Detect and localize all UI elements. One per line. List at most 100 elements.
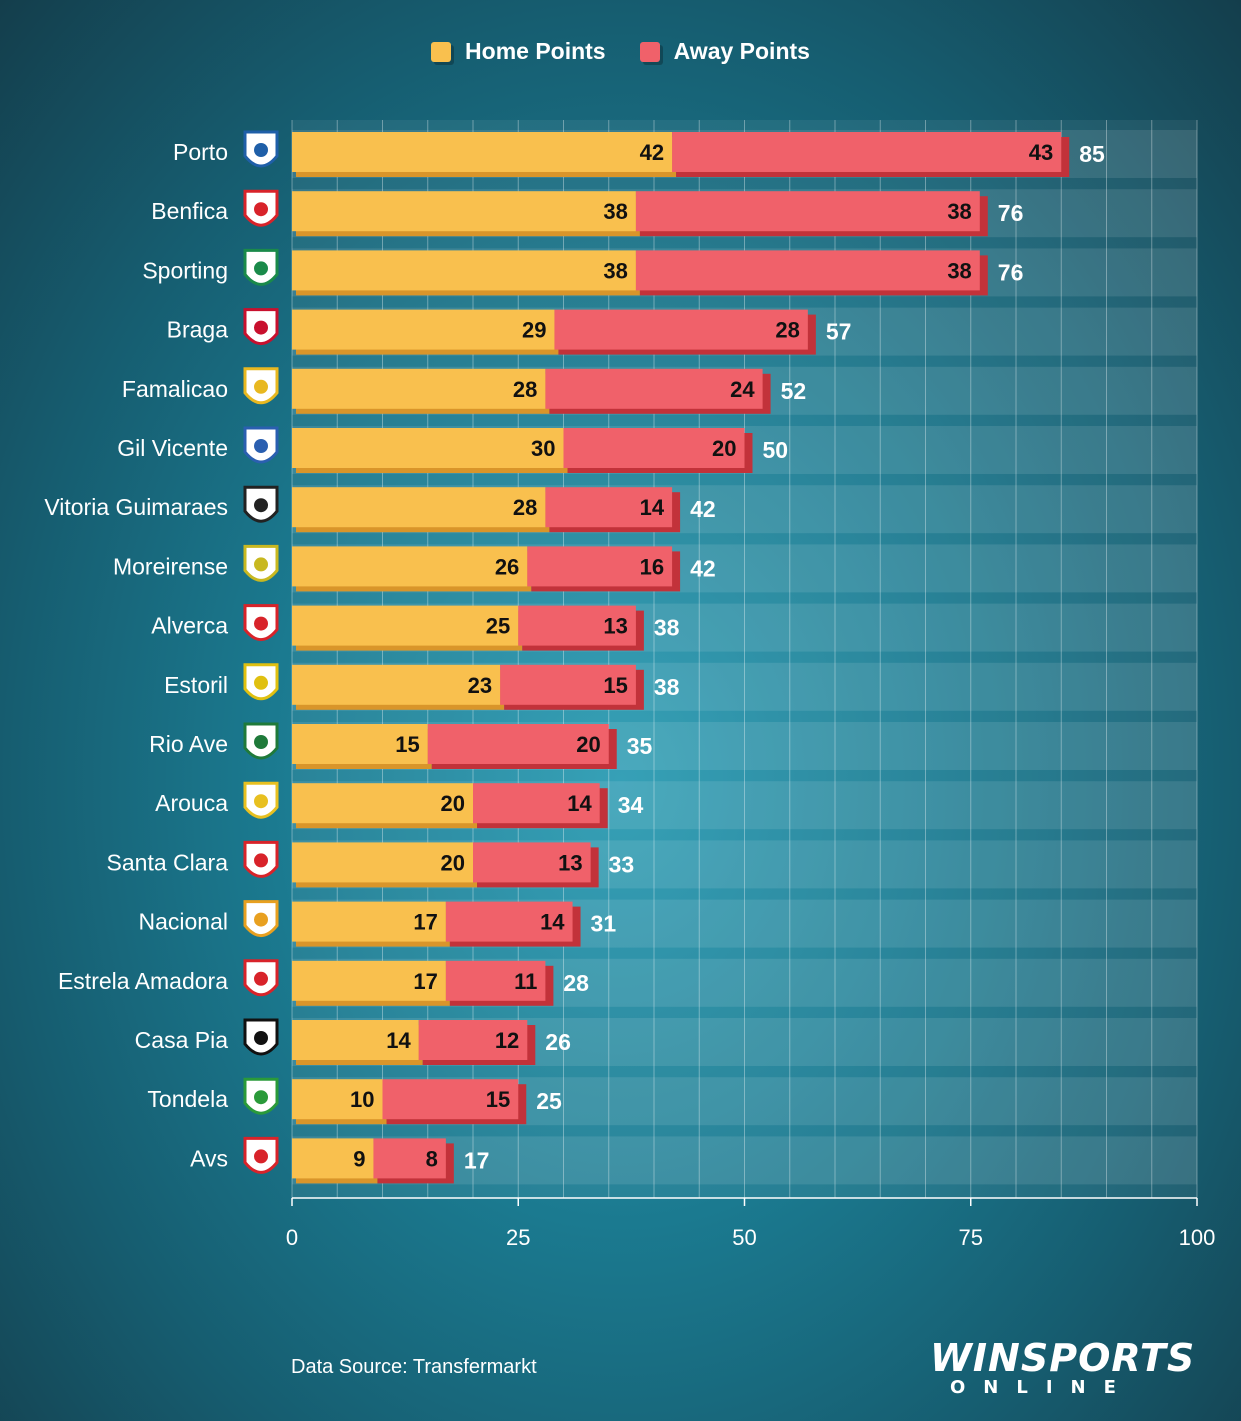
away-bar: [418, 1020, 528, 1060]
away-value-label: 14: [567, 791, 592, 816]
home-value-label: 9: [353, 1146, 365, 1171]
total-value-label: 17: [464, 1147, 490, 1173]
category-label: Tondela: [147, 1086, 228, 1112]
away-bar: [427, 724, 609, 764]
away-value-label: 15: [603, 673, 627, 698]
total-value-label: 42: [690, 555, 716, 581]
total-value-label: 52: [781, 378, 807, 404]
away-bar: [545, 368, 763, 409]
home-bar: [292, 901, 446, 942]
home-value-label: 20: [441, 791, 465, 816]
crest-emblem: [254, 794, 268, 809]
home-bar: [292, 1079, 383, 1120]
total-value-label: 85: [1079, 141, 1105, 167]
home-bar: [292, 664, 501, 705]
home-value-label: 42: [640, 140, 664, 165]
category-label: Nacional: [139, 909, 229, 935]
away-value-label: 38: [947, 258, 971, 283]
category-label: Sporting: [142, 257, 228, 283]
moreirense-crest-icon: [243, 544, 279, 582]
away-bar: [473, 783, 600, 824]
crest-emblem: [254, 912, 268, 927]
home-value-label: 23: [468, 673, 492, 698]
famalicao-crest-icon: [243, 367, 279, 405]
braga-crest-icon: [243, 308, 279, 346]
nacional-crest-icon: [243, 900, 279, 938]
x-tick-label: 100: [1179, 1225, 1216, 1250]
legend-item-home[interactable]: Home Points: [431, 38, 606, 65]
away-value-label: 24: [730, 377, 755, 402]
brand-logo-bottom: ONLINE: [950, 1377, 1134, 1398]
total-value-label: 57: [826, 319, 852, 345]
away-value-label: 14: [640, 495, 665, 520]
away-value-label: 20: [712, 436, 736, 461]
total-value-label: 76: [998, 259, 1024, 285]
category-label: Vitoria Guimaraes: [44, 494, 228, 520]
home-bar: [292, 250, 636, 291]
home-bar: [292, 368, 546, 409]
total-value-label: 76: [998, 200, 1024, 226]
category-label: Casa Pia: [135, 1027, 229, 1053]
away-value-label: 8: [426, 1146, 438, 1171]
away-bar: [518, 605, 636, 646]
away-bar: [635, 191, 980, 232]
data-source-text: Data Source: Transfermarkt: [291, 1356, 537, 1378]
casa-pia-crest-icon: [243, 1018, 279, 1056]
crest-emblem: [254, 735, 268, 749]
away-bar: [500, 664, 636, 705]
total-value-label: 42: [690, 496, 716, 522]
total-value-label: 34: [618, 792, 644, 818]
category-label: Benfica: [151, 198, 228, 224]
crest-emblem: [254, 498, 268, 513]
home-bar: [292, 487, 546, 528]
crest-emblem: [254, 557, 268, 572]
home-value-label: 25: [486, 614, 510, 639]
category-label: Rio Ave: [149, 731, 228, 757]
home-value-label: 30: [531, 436, 555, 461]
category-label: Estrela Amadora: [58, 968, 228, 994]
away-bar: [563, 428, 745, 468]
away-bar: [382, 1079, 519, 1120]
home-bar: [292, 960, 446, 1001]
home-value-label: 10: [350, 1087, 374, 1112]
home-value-label: 15: [395, 732, 419, 757]
total-value-label: 25: [536, 1088, 562, 1114]
home-value-label: 17: [413, 910, 437, 935]
home-bar: [292, 1020, 419, 1060]
legend-item-away[interactable]: Away Points: [639, 38, 810, 65]
away-bar: [635, 250, 980, 291]
home-value-label: 29: [522, 318, 546, 343]
category-label: Gil Vicente: [117, 435, 228, 461]
legend-label-away: Away Points: [673, 38, 810, 64]
home-bar: [292, 724, 428, 764]
home-bar: [292, 428, 564, 468]
away-value-label: 43: [1029, 140, 1053, 165]
home-bar: [292, 605, 519, 646]
rio-ave-crest-icon: [243, 722, 279, 760]
total-value-label: 28: [563, 970, 589, 996]
crest-emblem: [254, 616, 268, 631]
home-value-label: 20: [441, 850, 465, 875]
away-value-label: 28: [775, 318, 799, 343]
total-value-label: 38: [654, 674, 680, 700]
crest-emblem: [254, 202, 268, 217]
home-value-label: 26: [495, 554, 519, 579]
crest-emblem: [254, 971, 268, 986]
x-tick-label: 75: [959, 1225, 983, 1250]
category-label: Alverca: [151, 613, 228, 639]
away-value-label: 15: [486, 1087, 510, 1112]
legend: Home Points Away Points: [0, 38, 1241, 65]
category-label: Famalicao: [122, 376, 228, 402]
home-value-label: 28: [513, 377, 537, 402]
benfica-crest-icon: [243, 189, 279, 227]
category-label: Porto: [173, 139, 228, 165]
crest-emblem: [254, 675, 268, 690]
away-bar: [527, 546, 673, 587]
home-bar: [292, 191, 636, 232]
away-value-label: 14: [540, 910, 565, 935]
x-tick-label: 25: [506, 1225, 530, 1250]
home-bar: [292, 546, 528, 587]
away-bar: [672, 132, 1062, 172]
away-value-label: 12: [495, 1028, 519, 1053]
home-value-label: 17: [413, 969, 437, 994]
